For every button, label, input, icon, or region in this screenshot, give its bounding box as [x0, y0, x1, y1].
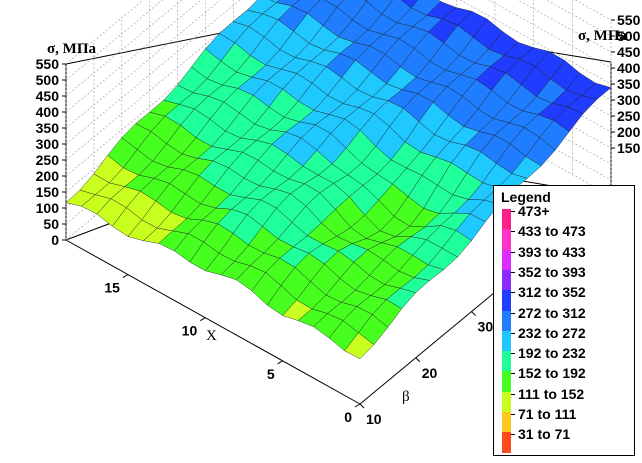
legend-tick	[511, 211, 515, 212]
x-tick-mark	[277, 360, 283, 365]
legend-label: 111 to 152	[518, 385, 585, 402]
z-tick-label: 150	[36, 184, 60, 200]
legend-tick	[511, 393, 515, 395]
legend-tick	[511, 312, 515, 314]
legend-swatch	[502, 432, 511, 454]
wall-gridline	[459, 0, 612, 85]
z-tick-label: 250	[36, 152, 60, 168]
surface-patch	[364, 0, 368, 2]
wall-gridline	[517, 0, 612, 53]
z-tick-label: 350	[617, 76, 641, 92]
legend-tick	[511, 353, 515, 355]
beta-tick-mark	[471, 311, 476, 316]
beta-tick-label: 20	[422, 365, 438, 381]
legend-swatch	[502, 269, 511, 291]
z-axis-title-right: σ, МПа	[578, 28, 627, 44]
z-tick-label: 550	[36, 56, 60, 72]
legend-tick	[511, 373, 515, 375]
legend-tick	[511, 271, 515, 273]
surface-patch	[400, 0, 418, 9]
legend-tick	[511, 251, 515, 253]
z-tick-label: 400	[617, 60, 641, 76]
legend-label: 393 to 433	[518, 243, 586, 260]
beta-tick-label: 30	[478, 319, 494, 335]
legend-swatch	[502, 229, 511, 251]
x-tick-mark	[354, 403, 361, 408]
legend-swatch	[502, 249, 511, 271]
legend-label: 71 to 111	[518, 406, 577, 422]
z-tick-label: 100	[36, 200, 60, 216]
legend-swatch	[502, 351, 511, 372]
z-tick-label: 500	[36, 72, 60, 88]
z-tick-label: 550	[617, 12, 641, 28]
legend-label: 312 to 352	[518, 284, 586, 301]
legend-label: 152 to 192	[518, 365, 586, 382]
x-tick-label: 5	[267, 366, 275, 382]
legend-swatch	[502, 371, 511, 393]
legend-label: 232 to 272	[518, 324, 586, 341]
surface-patch	[581, 82, 612, 100]
wall-gridline	[545, 0, 612, 37]
z-tick-label: 500	[617, 28, 641, 44]
z-tick-label: 350	[36, 120, 60, 136]
legend-label: 31 to 71	[518, 426, 571, 443]
x-tick-label: 0	[344, 409, 352, 425]
surface-patch	[291, 0, 321, 14]
beta-tick-mark	[415, 357, 421, 363]
x-tick-mark	[122, 274, 129, 278]
z-tick-label: 0	[51, 232, 59, 248]
z-tick-label: 400	[36, 104, 60, 120]
legend-title: Legend	[501, 189, 551, 205]
beta-tick-mark	[359, 403, 365, 409]
legend-tick	[511, 292, 515, 294]
z-tick-label: 250	[617, 108, 641, 124]
legend-label: 433 to 473	[518, 223, 586, 240]
x-tick-label: 10	[182, 323, 198, 339]
beta-axis-title: β	[402, 389, 410, 405]
x-axis: 0 5 10 15	[104, 274, 361, 425]
legend-label: 473+	[518, 203, 550, 219]
z-tick-label: 200	[36, 168, 60, 184]
legend-swatch	[502, 330, 511, 352]
z-tick-label: 150	[617, 140, 641, 156]
z-tick-label: 300	[617, 92, 641, 108]
stress-surface	[65, 0, 612, 360]
z-tick-label: 450	[36, 88, 60, 104]
legend-swatch	[502, 391, 511, 413]
z-tick-label: 200	[617, 124, 641, 140]
x-tick-label: 15	[104, 280, 120, 296]
z-tick-label: 300	[36, 136, 60, 152]
z-tick-label: 50	[43, 216, 59, 232]
legend-tick	[511, 231, 515, 233]
legend-tick	[511, 414, 515, 415]
wall-gridline	[488, 0, 612, 69]
x-tick-mark	[200, 317, 206, 322]
legend-swatch	[502, 290, 511, 311]
legend-tick	[511, 434, 515, 436]
beta-tick-label: 10	[366, 411, 382, 427]
legend-swatch	[502, 209, 511, 230]
legend-label: 352 to 393	[518, 263, 586, 280]
z-axis-title-left: σ, МПа	[47, 41, 96, 57]
legend-label: 272 to 312	[518, 304, 586, 321]
legend-tick	[511, 332, 515, 334]
legend-swatch	[502, 412, 511, 433]
legend-swatch	[502, 310, 511, 332]
legend: Legend 473+ 433 to 473 393 to 433 352 to 39…	[493, 185, 635, 456]
legend-label: 192 to 232	[518, 345, 586, 362]
surface-patch	[366, 0, 393, 15]
z-tick-label: 450	[617, 44, 641, 60]
x-axis-title: X	[206, 328, 217, 344]
